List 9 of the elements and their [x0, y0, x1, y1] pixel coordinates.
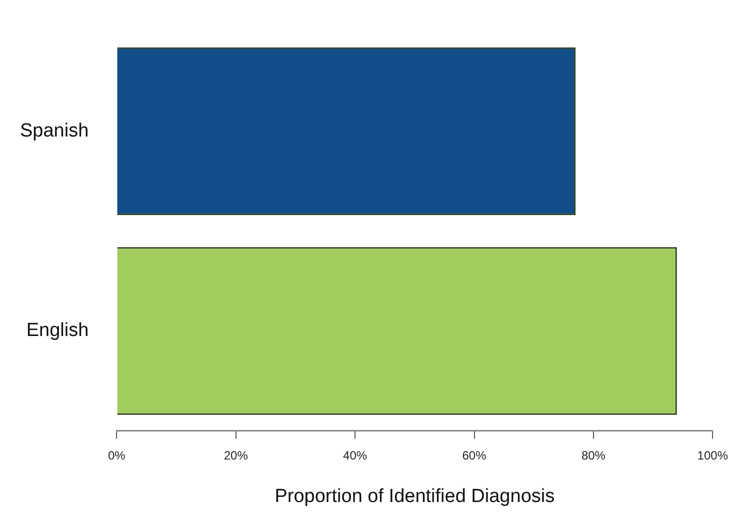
y-tick-label: English [26, 320, 89, 342]
x-tick-label: 60% [462, 448, 487, 462]
x-tick-label: 80% [581, 448, 606, 462]
x-axis-title: Proportion of Identified Diagnosis [274, 486, 555, 507]
x-tick-label: 40% [343, 448, 368, 462]
x-tick-label: 20% [224, 448, 248, 462]
x-tick-label: 100% [697, 448, 728, 462]
y-tick-label: Spanish [20, 120, 89, 142]
x-tick-label: 0% [108, 448, 126, 462]
